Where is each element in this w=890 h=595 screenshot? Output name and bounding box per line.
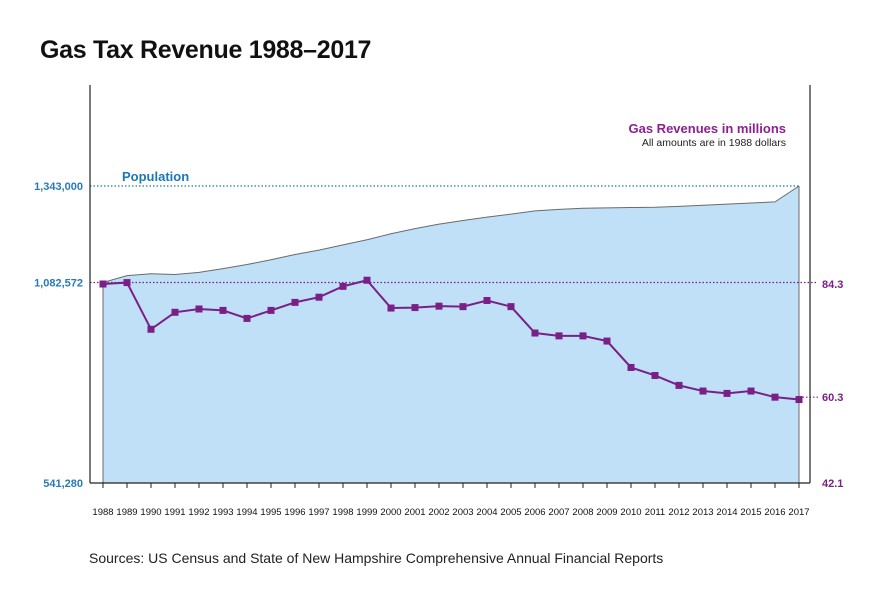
series-labels: Population Gas Revenues in millions All … bbox=[122, 121, 786, 184]
right-y-tick-label: 42.1 bbox=[822, 478, 843, 490]
gas-revenue-line bbox=[102, 279, 800, 401]
right-y-tick-label: 60.3 bbox=[822, 392, 843, 404]
gas-revenue-point bbox=[363, 276, 371, 284]
gas-revenue-point bbox=[531, 329, 539, 337]
x-tick-label: 1999 bbox=[356, 507, 377, 518]
gas-revenue-point bbox=[147, 325, 155, 333]
gas-revenue-point bbox=[771, 393, 779, 401]
gas-revenue-point bbox=[459, 303, 467, 311]
x-tick-label: 2012 bbox=[668, 507, 689, 518]
gas-revenue-point bbox=[195, 305, 203, 313]
population-area bbox=[103, 186, 799, 483]
gas-series-label: Gas Revenues in millions bbox=[629, 121, 787, 136]
x-tick-label: 2015 bbox=[740, 507, 761, 518]
gas-revenue-point bbox=[579, 332, 587, 340]
gas-revenue-point bbox=[723, 389, 731, 397]
x-tick-label: 2007 bbox=[548, 507, 569, 518]
gas-series-note: All amounts are in 1988 dollars bbox=[642, 137, 786, 149]
x-tick-label: 2004 bbox=[476, 507, 497, 518]
left-y-tick-label: 1,082,572 bbox=[34, 277, 83, 289]
gas-revenue-point bbox=[555, 332, 563, 340]
x-tick-label: 2017 bbox=[788, 507, 809, 518]
gas-revenue-point bbox=[123, 279, 131, 287]
x-tick-label: 1989 bbox=[116, 507, 137, 518]
gas-revenue-point bbox=[507, 303, 515, 311]
x-tick-label: 1994 bbox=[236, 507, 257, 518]
source-note: Sources: US Census and State of New Hamp… bbox=[89, 550, 664, 566]
reference-lines bbox=[90, 185, 818, 398]
x-tick-label: 1992 bbox=[188, 507, 209, 518]
gas-revenue-point bbox=[411, 304, 419, 312]
gas-revenue-point bbox=[603, 337, 611, 345]
gas-revenue-point bbox=[675, 381, 683, 389]
axes bbox=[89, 85, 811, 488]
gas-revenue-point bbox=[435, 302, 443, 310]
gas-revenue-point bbox=[387, 304, 395, 312]
left-y-tick-label: 541,280 bbox=[43, 478, 83, 490]
population-area-layer bbox=[102, 185, 800, 483]
population-line bbox=[102, 185, 800, 283]
x-tick-label: 2013 bbox=[692, 507, 713, 518]
population-series-label: Population bbox=[122, 169, 189, 184]
gas-revenue-point bbox=[699, 387, 707, 395]
x-tick-label: 1988 bbox=[92, 507, 113, 518]
x-tick-label: 1996 bbox=[284, 507, 305, 518]
x-tick-label: 1990 bbox=[140, 507, 161, 518]
gas-revenue-point bbox=[747, 387, 755, 395]
tick-labels: 541,280 1,082,572 1,343,000 42.1 60.3 84.3 198… bbox=[34, 181, 843, 518]
gas-revenue-point bbox=[315, 293, 323, 301]
gas-revenue-point bbox=[795, 396, 803, 404]
x-tick-label: 1998 bbox=[332, 507, 353, 518]
x-tick-label: 2003 bbox=[452, 507, 473, 518]
x-tick-label: 2011 bbox=[645, 507, 665, 518]
gas-revenue-point bbox=[267, 306, 275, 314]
gas-revenue-point bbox=[171, 308, 179, 316]
x-tick-label: 2016 bbox=[764, 507, 785, 518]
gas-revenue-point bbox=[483, 297, 491, 304]
gas-revenue-point bbox=[627, 363, 635, 371]
gas-revenue-point bbox=[339, 282, 347, 290]
x-tick-label: 2000 bbox=[380, 507, 401, 518]
x-tick-label: 2001 bbox=[404, 507, 425, 518]
right-y-tick-label: 84.3 bbox=[822, 279, 843, 291]
gas-revenue-point bbox=[651, 371, 659, 379]
gas-revenue-layer bbox=[99, 276, 803, 404]
x-tick-label: 2014 bbox=[716, 507, 737, 518]
x-tick-label: 1993 bbox=[212, 507, 233, 518]
x-tick-label: 2008 bbox=[572, 507, 593, 518]
x-tick-label: 2010 bbox=[620, 507, 641, 518]
x-tick-label: 1995 bbox=[260, 507, 281, 518]
left-y-tick-label: 1,343,000 bbox=[34, 181, 83, 193]
chart-title: Gas Tax Revenue 1988–2017 bbox=[40, 36, 372, 64]
gas-revenue-point bbox=[219, 306, 227, 314]
x-tick-label: 2009 bbox=[596, 507, 617, 518]
x-tick-label: 1997 bbox=[308, 507, 329, 518]
gas-revenue-point bbox=[291, 298, 299, 306]
gas-revenue-point bbox=[99, 280, 107, 288]
x-tick-label: 2002 bbox=[428, 507, 449, 518]
x-tick-label: 2005 bbox=[500, 507, 521, 518]
x-tick-label: 2006 bbox=[524, 507, 545, 518]
x-tick-label: 1991 bbox=[164, 507, 185, 518]
gas-revenue-point bbox=[243, 314, 251, 322]
